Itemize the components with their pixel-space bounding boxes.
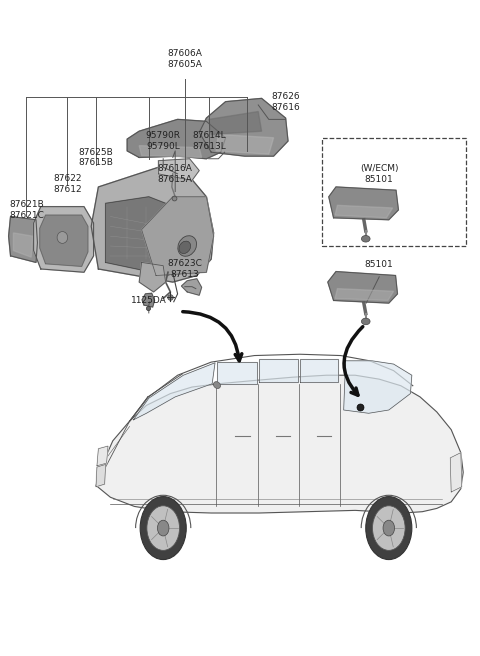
- Ellipse shape: [57, 232, 68, 243]
- Text: 87623C
87613: 87623C 87613: [168, 259, 202, 279]
- Polygon shape: [127, 119, 226, 159]
- Circle shape: [147, 506, 180, 550]
- Polygon shape: [139, 262, 166, 292]
- Ellipse shape: [179, 241, 191, 253]
- Circle shape: [383, 520, 395, 536]
- Circle shape: [372, 506, 405, 550]
- Text: 1125DA: 1125DA: [131, 296, 167, 305]
- Polygon shape: [450, 453, 462, 492]
- Text: 87614L
87613L: 87614L 87613L: [192, 131, 226, 151]
- Ellipse shape: [178, 236, 196, 256]
- Ellipse shape: [214, 382, 220, 388]
- Text: 87616A
87615A: 87616A 87615A: [158, 164, 192, 184]
- Text: (W/ECM)
85101: (W/ECM) 85101: [360, 164, 398, 184]
- Circle shape: [140, 497, 186, 560]
- Polygon shape: [97, 446, 108, 466]
- Text: 85101: 85101: [365, 260, 394, 269]
- Polygon shape: [335, 289, 394, 300]
- Ellipse shape: [361, 236, 370, 242]
- Text: 87625B
87615B: 87625B 87615B: [79, 148, 113, 167]
- Polygon shape: [34, 207, 94, 272]
- Polygon shape: [9, 216, 37, 262]
- Polygon shape: [344, 361, 412, 413]
- Polygon shape: [91, 167, 214, 282]
- Polygon shape: [217, 362, 257, 384]
- Polygon shape: [13, 233, 33, 257]
- Polygon shape: [133, 363, 215, 420]
- Text: 95790R
95790L: 95790R 95790L: [146, 131, 180, 151]
- Circle shape: [366, 497, 412, 560]
- Ellipse shape: [361, 318, 370, 325]
- Polygon shape: [329, 187, 398, 220]
- Polygon shape: [328, 272, 397, 303]
- Circle shape: [157, 520, 169, 536]
- Polygon shape: [142, 197, 214, 276]
- Polygon shape: [209, 112, 262, 134]
- Text: 87606A
87605A: 87606A 87605A: [168, 49, 202, 69]
- Polygon shape: [259, 359, 298, 382]
- Polygon shape: [181, 279, 202, 295]
- Polygon shape: [96, 375, 463, 513]
- FancyArrowPatch shape: [344, 327, 363, 395]
- FancyBboxPatch shape: [322, 138, 466, 246]
- Polygon shape: [216, 134, 274, 154]
- Polygon shape: [300, 359, 338, 382]
- Text: 87626
87616: 87626 87616: [271, 92, 300, 112]
- Polygon shape: [335, 205, 393, 218]
- Text: 87622
87612: 87622 87612: [53, 174, 82, 194]
- Polygon shape: [199, 98, 288, 156]
- Polygon shape: [106, 197, 192, 276]
- Polygon shape: [158, 159, 199, 180]
- FancyArrowPatch shape: [183, 312, 242, 361]
- Polygon shape: [96, 464, 106, 487]
- Polygon shape: [142, 293, 155, 307]
- Polygon shape: [40, 215, 88, 266]
- Text: 87621B
87621C: 87621B 87621C: [9, 200, 44, 220]
- Polygon shape: [139, 146, 202, 157]
